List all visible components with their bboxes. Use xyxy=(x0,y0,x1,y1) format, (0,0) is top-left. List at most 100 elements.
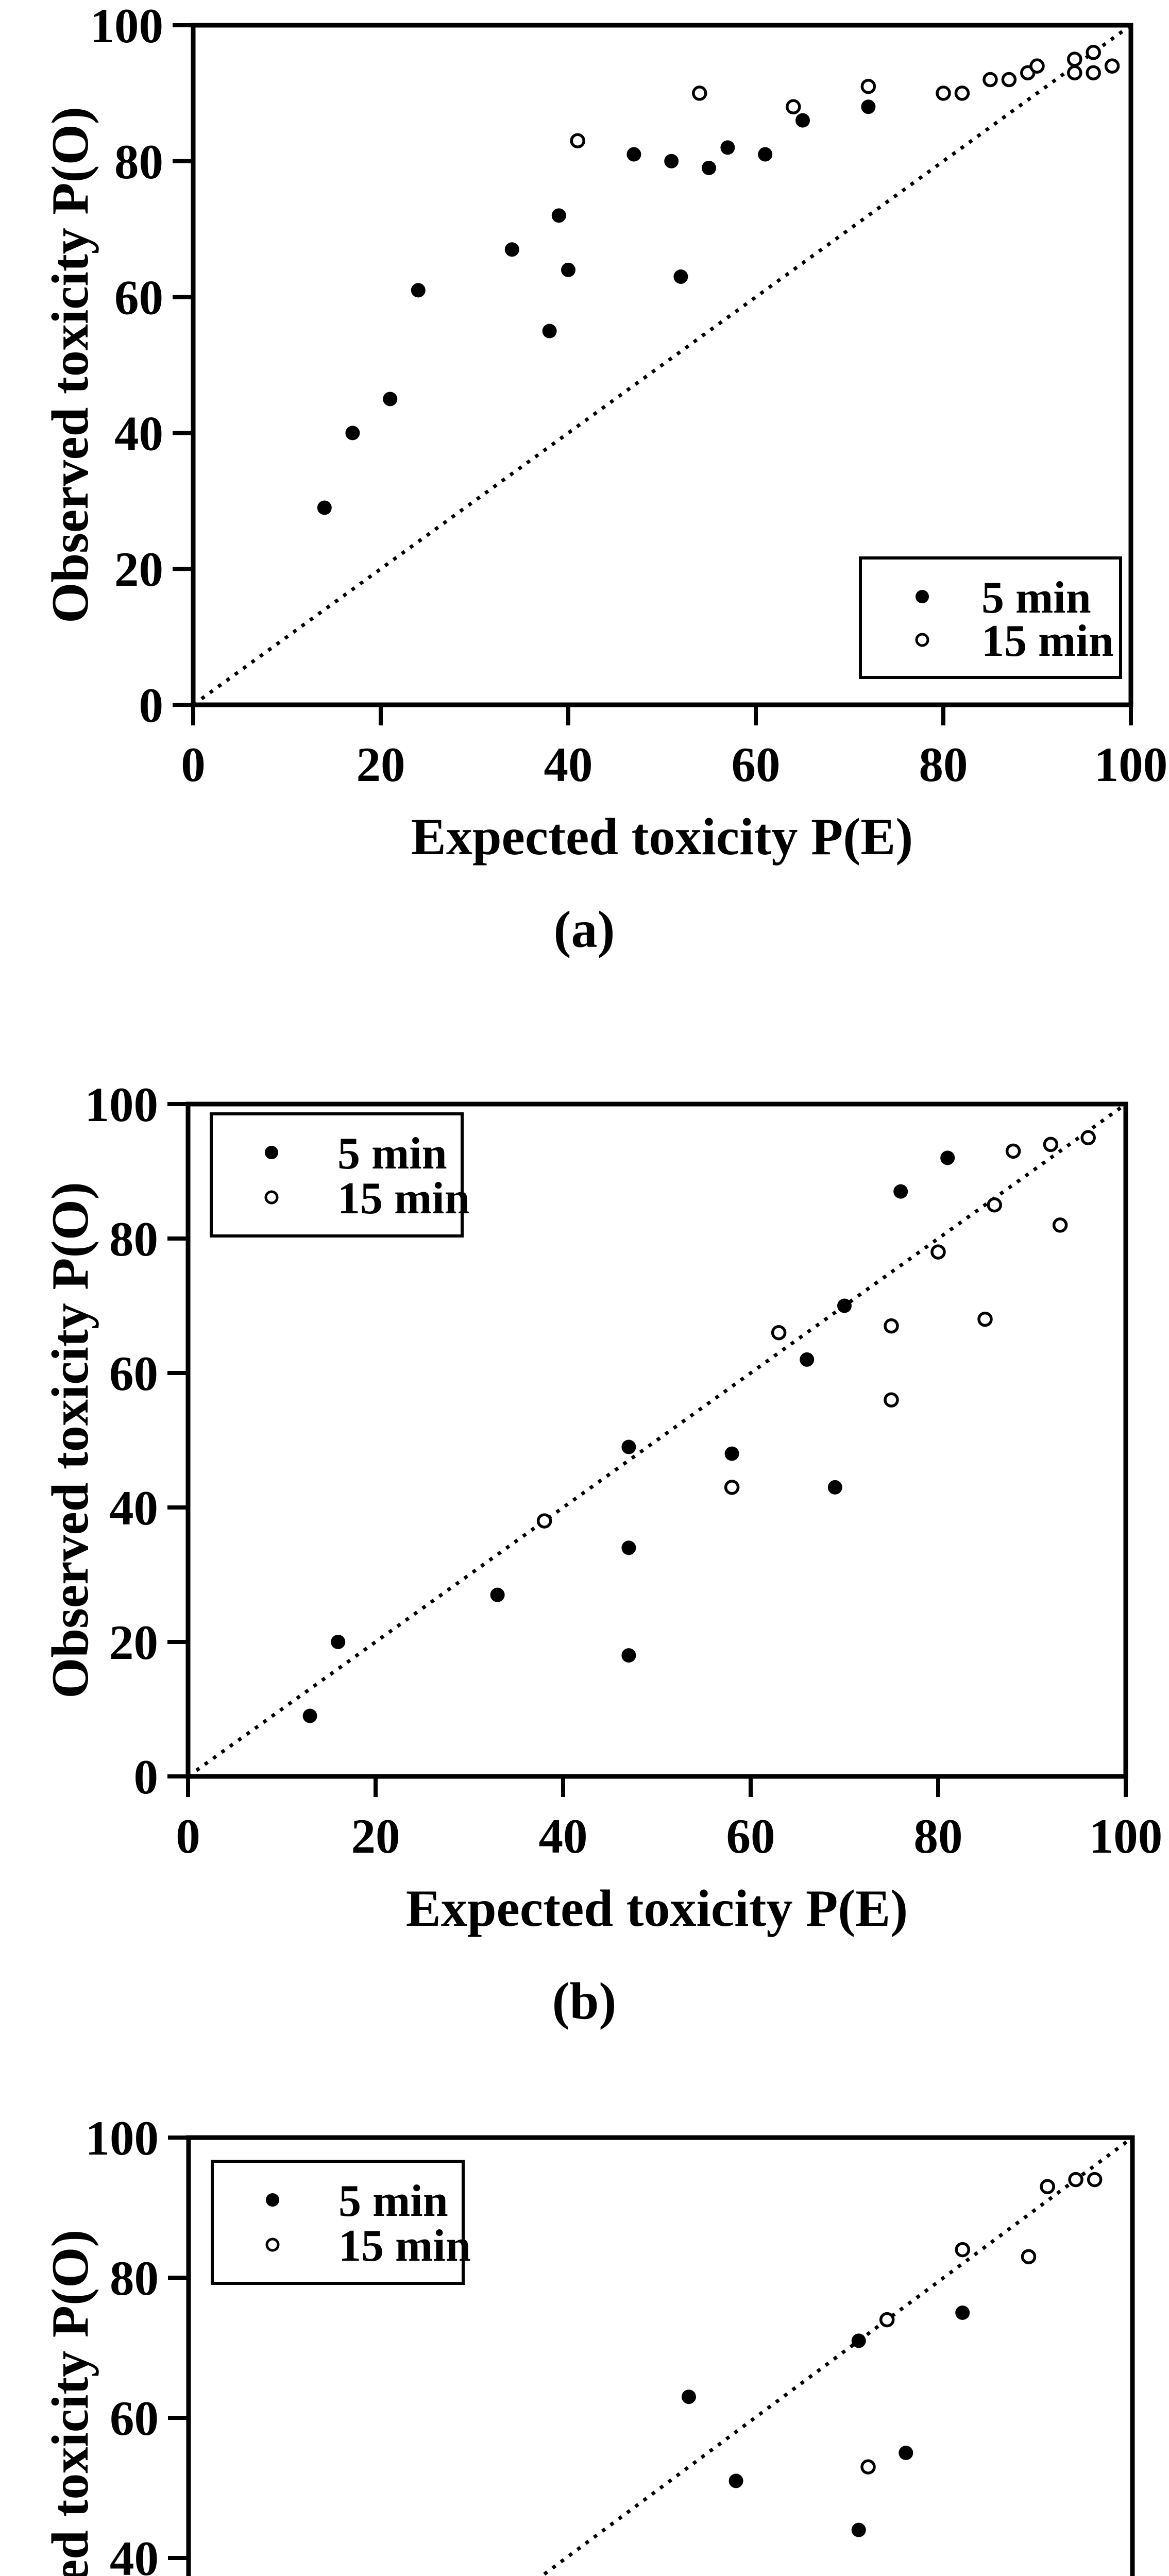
y-axis: 0 20 40 60 80 100 xyxy=(90,0,193,733)
data-point-15min xyxy=(1040,2179,1055,2194)
data-point-5min xyxy=(490,1587,505,1602)
data-point-15min xyxy=(1086,45,1101,60)
panel-caption: (b) xyxy=(552,1972,617,2030)
data-point-15min xyxy=(1087,2172,1103,2188)
data-point-5min xyxy=(673,269,688,284)
data-point-5min xyxy=(800,1352,815,1367)
y-tick-label: 60 xyxy=(114,270,163,325)
x-tick-label: 100 xyxy=(1094,737,1168,792)
y-tick-label: 20 xyxy=(114,542,163,597)
x-tick-label: 60 xyxy=(726,1809,775,1863)
x-tick-label: 40 xyxy=(539,1809,588,1863)
legend-marker-open-circle-icon xyxy=(265,2238,280,2252)
legend-marker-open-circle-icon xyxy=(915,633,929,647)
legend-marker-open-circle-icon xyxy=(264,1190,279,1205)
data-point-15min xyxy=(1001,72,1017,88)
data-point-15min xyxy=(786,99,801,115)
x-axis-title: Expected toxicity P(E) xyxy=(411,808,913,866)
y-tick-label: 40 xyxy=(110,2531,159,2576)
x-axis-title: Expected toxicity P(E) xyxy=(406,1879,908,1938)
identity-line xyxy=(192,24,1132,706)
data-point-15min xyxy=(724,1480,740,1495)
x-tick-label: 0 xyxy=(176,1809,200,1863)
data-point-5min xyxy=(795,113,810,128)
series-5min xyxy=(317,99,876,515)
data-point-15min xyxy=(536,1513,552,1529)
data-point-5min xyxy=(561,262,575,277)
data-point-15min xyxy=(982,72,998,88)
legend-box xyxy=(859,556,1122,679)
data-point-15min xyxy=(1086,65,1101,81)
legend-label: 5 min xyxy=(981,573,1091,623)
data-point-5min xyxy=(837,1298,852,1313)
data-point-5min xyxy=(626,147,641,162)
y-tick-label: 60 xyxy=(109,1346,158,1401)
x-tick-label: 20 xyxy=(351,1809,400,1863)
y-tick-label: 100 xyxy=(86,2111,159,2165)
data-point-5min xyxy=(720,140,735,155)
data-point-5min xyxy=(724,1446,739,1461)
data-point-15min xyxy=(1067,52,1082,67)
y-tick-label: 80 xyxy=(114,134,163,189)
y-tick-label: 40 xyxy=(109,1481,158,1535)
y-axis-title: Observed toxicity P(O) xyxy=(41,2230,99,2576)
data-point-15min xyxy=(987,1197,1002,1213)
data-point-15min xyxy=(879,2312,895,2328)
y-tick-label: 60 xyxy=(110,2391,159,2446)
data-point-5min xyxy=(621,1540,636,1555)
legend-label: 15 min xyxy=(337,1174,470,1224)
y-tick-label: 80 xyxy=(110,2251,159,2306)
data-point-5min xyxy=(893,1184,908,1199)
data-point-15min xyxy=(692,86,707,101)
data-point-5min xyxy=(621,1648,636,1663)
data-point-5min xyxy=(681,2389,696,2404)
legend-label: 15 min xyxy=(338,2221,471,2271)
legend-label: 15 min xyxy=(981,616,1114,666)
legend-box xyxy=(210,1112,464,1238)
legend-marker-filled-circle-icon xyxy=(265,1146,278,1159)
data-point-15min xyxy=(936,86,951,101)
data-point-5min xyxy=(940,1150,955,1165)
data-point-15min xyxy=(1005,1143,1021,1159)
legend-label: 5 min xyxy=(337,1129,447,1179)
data-point-5min xyxy=(317,500,332,515)
data-point-15min xyxy=(860,78,876,94)
series-15min xyxy=(570,45,1120,148)
series-5min xyxy=(302,1150,955,1723)
legend-marker-filled-circle-icon xyxy=(266,2193,279,2207)
identity-line xyxy=(538,2136,1134,2576)
y-axis: 0 20 40 60 80 100 xyxy=(85,1077,188,1804)
data-point-15min xyxy=(955,2242,970,2258)
data-point-5min xyxy=(899,2446,913,2460)
plot-frame xyxy=(185,1101,1128,1779)
data-point-15min xyxy=(954,86,970,101)
data-point-5min xyxy=(542,324,557,338)
plot-frame xyxy=(186,2135,1135,2576)
data-point-15min xyxy=(771,1325,787,1341)
x-tick-label: 80 xyxy=(914,1809,963,1863)
data-point-5min xyxy=(851,2522,866,2537)
data-point-5min xyxy=(827,1480,842,1495)
x-tick-label: 20 xyxy=(357,737,405,792)
data-point-15min xyxy=(977,1311,993,1327)
panel-a: 0 20 40 60 80 100 0 20 40 60 80 100 Expected toxicit… xyxy=(41,0,1167,959)
panel-caption: (a) xyxy=(554,901,615,959)
data-point-15min xyxy=(1104,58,1120,74)
data-point-15min xyxy=(1068,2172,1083,2188)
data-point-15min xyxy=(1067,65,1082,81)
panel-b: 0 20 40 60 80 100 0 20 40 60 80 100 Expected toxicit… xyxy=(41,1077,1162,2030)
data-point-5min xyxy=(861,99,876,114)
data-point-15min xyxy=(1021,2249,1037,2264)
data-point-15min xyxy=(1080,1130,1096,1145)
y-tick-label: 0 xyxy=(139,678,164,733)
data-point-15min xyxy=(1043,1137,1059,1153)
legend-box xyxy=(211,2160,465,2285)
data-point-5min xyxy=(331,1635,346,1649)
y-tick-label: 80 xyxy=(109,1212,158,1266)
x-tick-label: 0 xyxy=(181,737,206,792)
